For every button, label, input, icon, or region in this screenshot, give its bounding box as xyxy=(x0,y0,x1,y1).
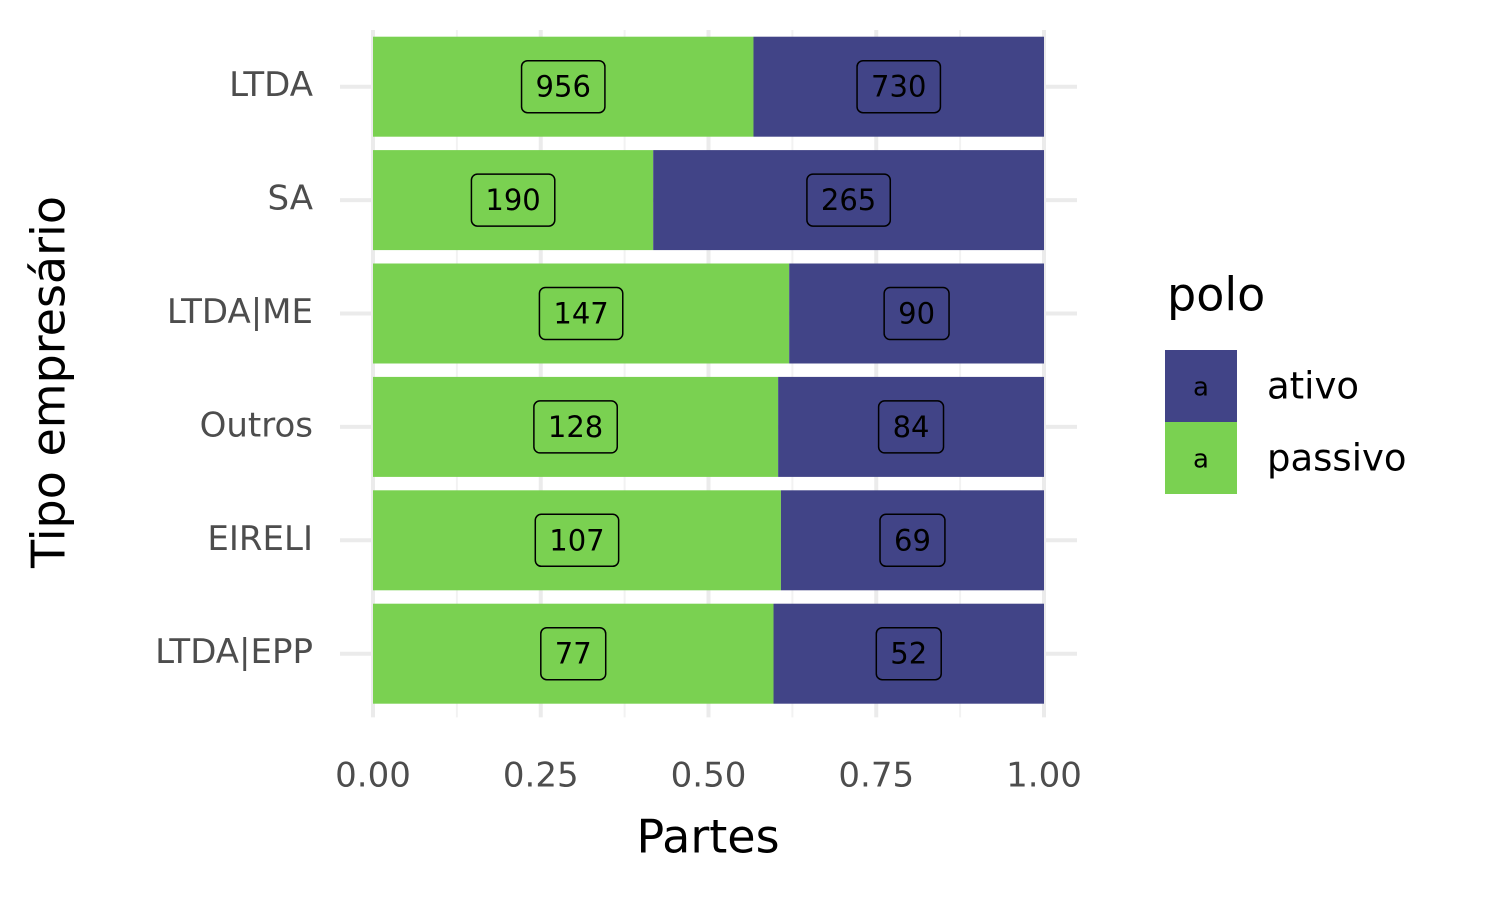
y-tick-label: LTDA xyxy=(229,65,313,105)
data-label: 147 xyxy=(538,286,624,341)
data-label: 52 xyxy=(875,626,942,681)
bar xyxy=(373,490,781,591)
label-box xyxy=(883,286,950,341)
data-label-text: 69 xyxy=(894,523,931,557)
legend-key-glyph: a xyxy=(1193,373,1209,403)
bar xyxy=(753,36,1044,137)
legend-key-glyph: a xyxy=(1193,445,1209,475)
x-tick-label: 0.00 xyxy=(335,756,411,796)
bar xyxy=(373,263,790,364)
data-label-text: 107 xyxy=(549,523,604,557)
x-tick-label: 0.75 xyxy=(838,756,914,796)
label-box xyxy=(533,400,618,454)
legend-key xyxy=(1165,422,1237,494)
label-box xyxy=(806,173,892,227)
data-label-text: 190 xyxy=(485,183,540,217)
label-box xyxy=(877,400,945,454)
bar xyxy=(373,376,779,477)
label-box xyxy=(879,513,946,568)
label-box xyxy=(520,59,606,114)
legend-label: ativo xyxy=(1267,365,1359,408)
x-tick-label: 0.25 xyxy=(503,756,579,796)
data-label-text: 77 xyxy=(555,637,592,671)
label-box xyxy=(534,513,620,568)
data-label-text: 147 xyxy=(553,297,608,331)
data-label: 128 xyxy=(533,400,618,454)
data-label: 265 xyxy=(806,173,892,227)
x-axis-title: Partes xyxy=(636,810,779,864)
label-box xyxy=(875,626,942,681)
legend-key xyxy=(1165,350,1237,422)
data-label-text: 52 xyxy=(890,637,927,671)
x-tick-label: 0.50 xyxy=(671,756,747,796)
data-label-text: 956 xyxy=(536,70,591,104)
label-box xyxy=(470,173,556,227)
x-tick-label: 1.00 xyxy=(1006,756,1082,796)
data-label: 69 xyxy=(879,513,946,568)
y-tick-label: EIRELI xyxy=(207,519,313,559)
y-tick-label: LTDA|ME xyxy=(167,292,313,332)
y-axis-title: Tipo empresário xyxy=(22,196,76,569)
data-label-text: 90 xyxy=(898,297,935,331)
bar xyxy=(373,150,654,251)
bar xyxy=(778,376,1044,477)
legend-label: passivo xyxy=(1267,437,1407,480)
label-box xyxy=(856,59,942,114)
label-box xyxy=(538,286,624,341)
y-tick-label: Outros xyxy=(200,405,313,445)
data-label: 730 xyxy=(856,59,942,114)
data-label-text: 265 xyxy=(821,183,876,217)
y-tick-label: SA xyxy=(268,179,313,219)
data-label: 77 xyxy=(540,626,607,681)
bar xyxy=(789,263,1044,364)
data-label-text: 128 xyxy=(548,410,603,444)
data-label: 956 xyxy=(520,59,606,114)
y-tick-label: LTDA|EPP xyxy=(155,632,313,672)
bar xyxy=(773,603,1044,704)
label-box xyxy=(540,626,607,681)
data-label: 90 xyxy=(883,286,950,341)
data-label-text: 84 xyxy=(893,410,930,444)
bar xyxy=(780,490,1044,591)
data-label: 107 xyxy=(534,513,620,568)
bar xyxy=(373,603,774,704)
legend-title: polo xyxy=(1167,268,1265,322)
data-label: 84 xyxy=(877,400,945,454)
bar xyxy=(373,36,754,137)
data-label-text: 730 xyxy=(871,70,926,104)
bar xyxy=(653,150,1044,251)
data-label: 190 xyxy=(470,173,556,227)
